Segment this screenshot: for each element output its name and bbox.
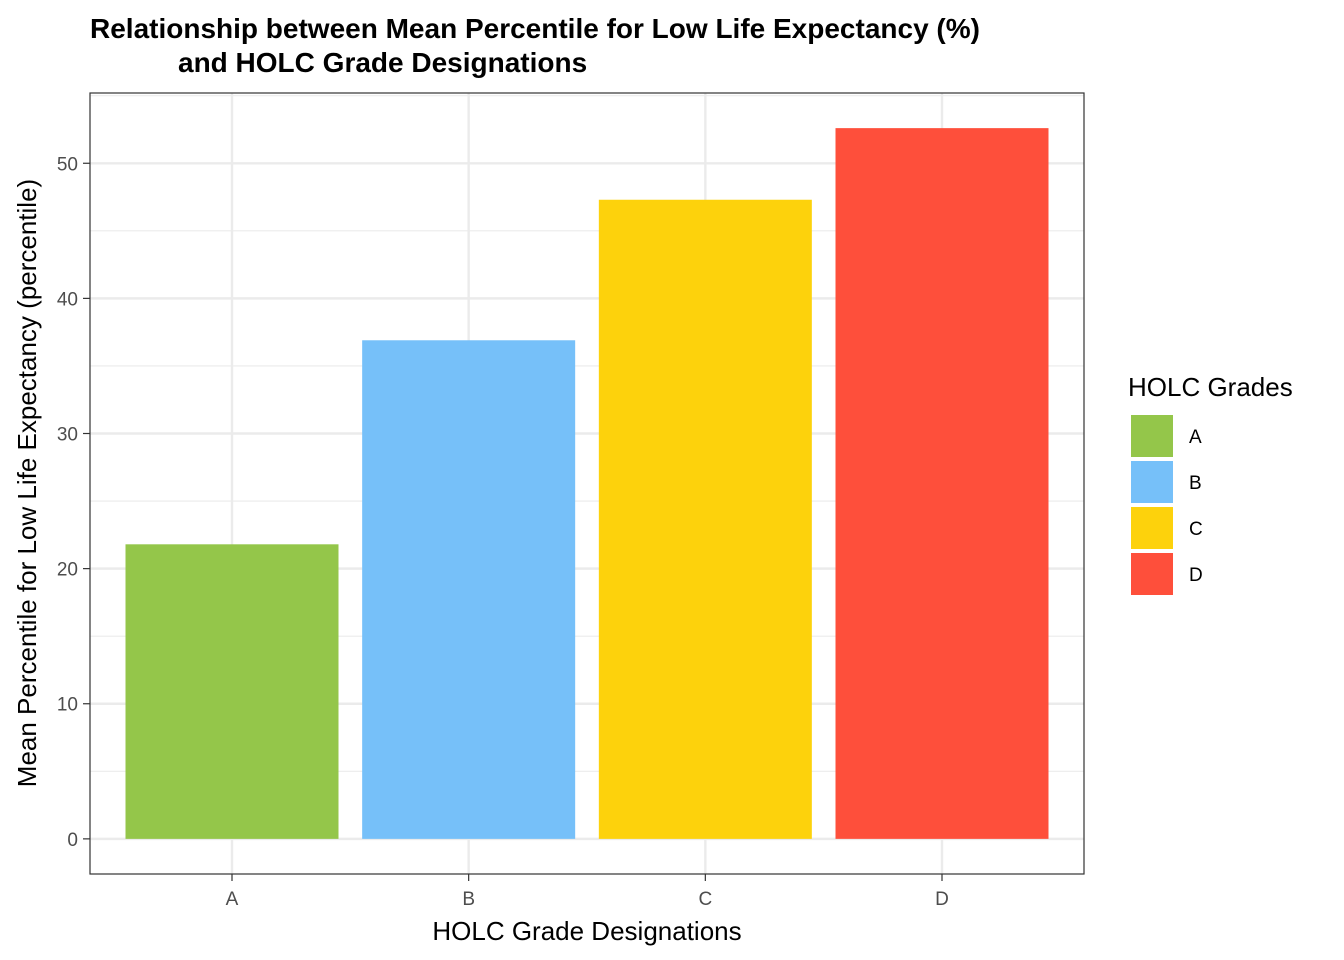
bar-c (598, 199, 812, 839)
legend-label: D (1189, 565, 1203, 586)
bar-d (835, 128, 1049, 839)
legend-key-d (1131, 553, 1173, 595)
chart-title-line-1: Relationship between Mean Percentile for… (90, 13, 980, 44)
legend-label: B (1189, 473, 1202, 494)
y-tick-label: 50 (57, 154, 78, 175)
legend: HOLC Grades A B C D (1128, 372, 1293, 595)
legend-key-c (1131, 507, 1173, 549)
legend-key-b (1131, 461, 1173, 503)
chart-title-line-2: and HOLC Grade Designations (178, 47, 587, 78)
y-axis-title: Mean Percentile for Low Life Expectancy … (12, 179, 42, 787)
legend-title: HOLC Grades (1128, 372, 1293, 402)
x-tick-label: A (226, 889, 239, 910)
x-axis: A B C D (226, 874, 949, 910)
bars (125, 128, 1049, 839)
x-tick-label: B (462, 889, 475, 910)
legend-label: C (1189, 519, 1203, 540)
bar-b (362, 340, 576, 839)
chart-title: Relationship between Mean Percentile for… (90, 13, 980, 78)
bar-a (125, 544, 339, 839)
y-tick-label: 40 (57, 289, 78, 310)
x-axis-title: HOLC Grade Designations (432, 916, 741, 946)
y-axis: 0 10 20 30 40 50 (57, 154, 90, 851)
x-tick-label: D (935, 889, 949, 910)
y-tick-label: 0 (67, 830, 78, 851)
y-tick-label: 30 (57, 425, 78, 446)
y-tick-label: 10 (57, 695, 78, 716)
legend-key-a (1131, 415, 1173, 457)
x-tick-label: C (698, 889, 712, 910)
legend-label: A (1189, 427, 1202, 448)
plot-border (89, 92, 1085, 875)
y-tick-label: 20 (57, 560, 78, 581)
